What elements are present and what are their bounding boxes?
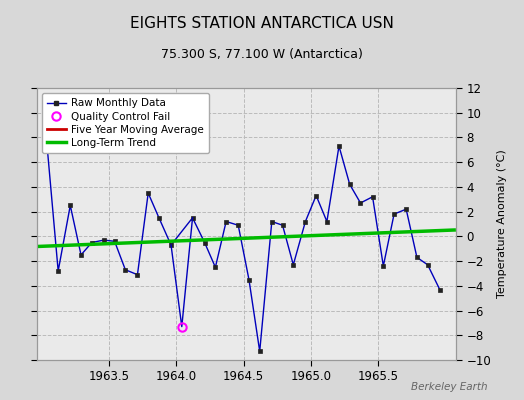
Y-axis label: Temperature Anomaly (°C): Temperature Anomaly (°C) — [497, 150, 507, 298]
Text: EIGHTS STATION ANTARCTICA USN: EIGHTS STATION ANTARCTICA USN — [130, 16, 394, 31]
Text: 75.300 S, 77.100 W (Antarctica): 75.300 S, 77.100 W (Antarctica) — [161, 48, 363, 61]
Legend: Raw Monthly Data, Quality Control Fail, Five Year Moving Average, Long-Term Tren: Raw Monthly Data, Quality Control Fail, … — [42, 93, 209, 153]
Text: Berkeley Earth: Berkeley Earth — [411, 382, 487, 392]
